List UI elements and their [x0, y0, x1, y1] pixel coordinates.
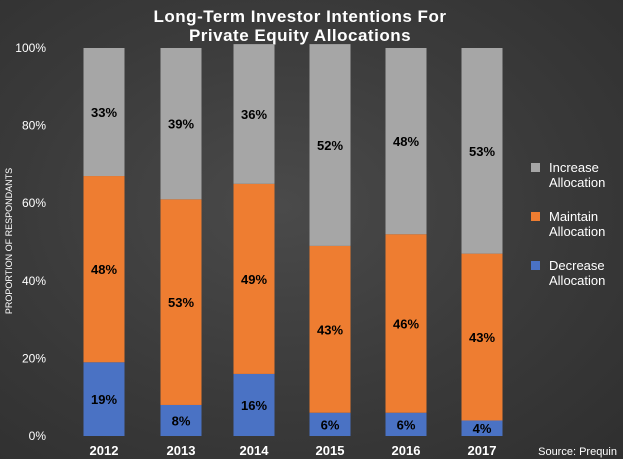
bar-segment — [233, 373, 275, 436]
data-label: 53% — [168, 295, 194, 310]
data-label: 36% — [241, 107, 267, 122]
legend-label: Maintain — [549, 209, 598, 224]
data-label: 6% — [321, 417, 340, 432]
chart-title: Long-Term Investor Intentions For Privat… — [154, 7, 447, 45]
data-label: 53% — [469, 144, 495, 159]
legend-swatch — [531, 212, 540, 221]
data-label: 33% — [91, 105, 117, 120]
bar-segment — [160, 404, 202, 436]
y-tick-label: 40% — [22, 274, 46, 288]
data-label: 39% — [168, 117, 194, 132]
x-tick-label: 2012 — [90, 443, 119, 458]
x-tick-label: 2013 — [167, 443, 196, 458]
chart-title-line-1: Long-Term Investor Intentions For — [154, 7, 447, 26]
y-tick-label: 80% — [22, 119, 46, 133]
legend-label: Decrease — [549, 258, 605, 273]
legend-label: Allocation — [549, 175, 605, 190]
bar-stack-2017: 4% 43% 53% — [461, 48, 503, 436]
data-label: 49% — [241, 272, 267, 287]
bar-segment — [385, 48, 427, 235]
bar-stack-2015: 6% 43% 52% — [309, 44, 351, 436]
legend-swatch — [531, 261, 540, 270]
bar-segment — [309, 412, 351, 436]
legend-label: Increase — [549, 160, 599, 175]
bar-stack-2013: 8% 53% 39% — [160, 48, 202, 436]
bar-segment — [385, 412, 427, 436]
legend-swatch — [531, 163, 540, 172]
bar-segment — [233, 44, 275, 184]
y-tick-label: 0% — [29, 429, 47, 443]
x-tick-label: 2017 — [468, 443, 497, 458]
y-axis-label: PROPORTION OF RESPONDANTS — [4, 168, 14, 314]
bar-segment — [461, 253, 503, 421]
data-label: 43% — [469, 330, 495, 345]
data-label: 6% — [397, 417, 416, 432]
bar-segment — [309, 245, 351, 413]
legend: IncreaseAllocationMaintainAllocationDecr… — [531, 160, 605, 288]
bar-stack-2014: 16% 49% 36% — [233, 44, 275, 436]
bar-segment — [233, 183, 275, 374]
data-label: 48% — [393, 134, 419, 149]
x-tick-label: 2014 — [240, 443, 270, 458]
bar-segment — [160, 199, 202, 405]
bar-segment — [461, 48, 503, 254]
x-axis-ticks: 2012 2013 2014 2015 2016 2017 — [90, 443, 497, 458]
bar-stack-2016: 6% 46% 48% — [385, 48, 427, 436]
data-label: 43% — [317, 322, 343, 337]
bar-segment — [83, 176, 125, 363]
x-tick-label: 2015 — [316, 443, 345, 458]
y-tick-label: 20% — [22, 351, 46, 365]
data-label: 52% — [317, 138, 343, 153]
bars-layer: 19% 48% 33% 8% 53% 39% 16% 49% 36% 6% 43% 52% 6% 46% 4… — [83, 44, 503, 436]
x-tick-label: 2016 — [392, 443, 421, 458]
bar-stack-2012: 19% 48% 33% — [83, 48, 125, 436]
legend-label: Allocation — [549, 273, 605, 288]
bar-segment — [83, 48, 125, 177]
data-label: 48% — [91, 262, 117, 277]
y-tick-label: 60% — [22, 196, 46, 210]
bar-segment — [309, 44, 351, 246]
chart-title-line-2: Private Equity Allocations — [189, 26, 411, 45]
data-label: 16% — [241, 398, 267, 413]
data-label: 46% — [393, 316, 419, 331]
y-axis-ticks: 0% 20% 40% 60% 80% 100% — [15, 41, 46, 443]
y-tick-label: 100% — [15, 41, 46, 55]
data-label: 4% — [473, 421, 492, 436]
bar-segment — [385, 234, 427, 413]
bar-segment — [83, 362, 125, 436]
bar-segment — [461, 420, 503, 436]
data-label: 8% — [172, 413, 191, 428]
legend-label: Allocation — [549, 224, 605, 239]
data-label: 19% — [91, 392, 117, 407]
bar-segment — [160, 48, 202, 200]
source-note: Source: Prequin — [538, 446, 617, 458]
